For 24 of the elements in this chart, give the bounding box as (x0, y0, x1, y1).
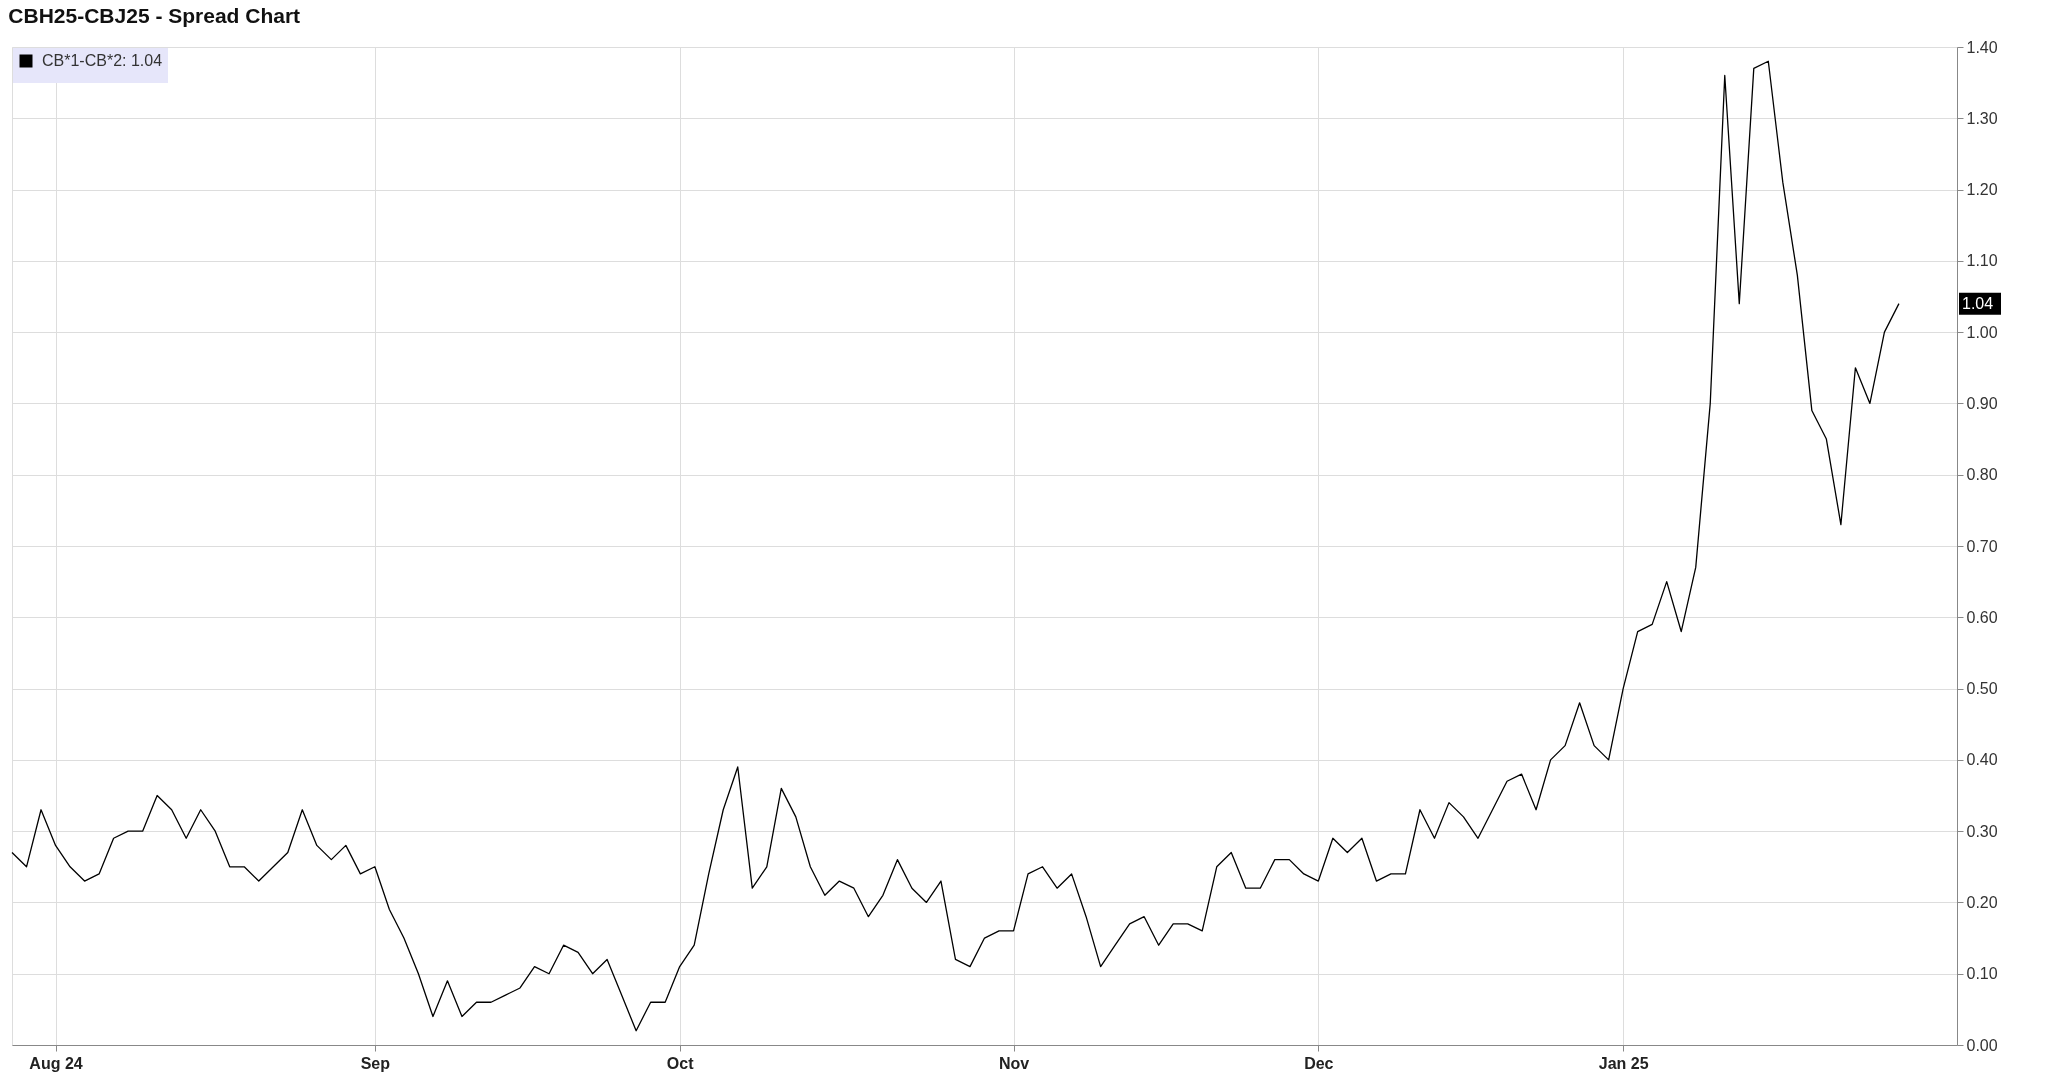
x-tick-label: Aug 24 (29, 1054, 83, 1072)
y-tick-label: 0.80 (1966, 466, 1998, 484)
x-tick-label: Dec (1304, 1054, 1334, 1072)
y-tick-label: 1.40 (1966, 38, 1998, 56)
y-tick-label: 1.30 (1966, 109, 1998, 127)
y-tick-label: 0.40 (1966, 751, 1998, 769)
y-tick-label: 0.20 (1966, 893, 1998, 911)
y-tick-label: 0.60 (1966, 608, 1998, 626)
legend-label: CB*1-CB*2: 1.04 (42, 52, 163, 69)
chart-title: CBH25-CBJ25 - Spread Chart (8, 4, 301, 27)
y-tick-label: 0.70 (1966, 537, 1998, 555)
y-tick-label: 0.30 (1966, 822, 1998, 840)
y-tick-label: 0.50 (1966, 680, 1998, 698)
x-tick-label: Jan 25 (1598, 1054, 1649, 1072)
y-tick-label: 0.90 (1966, 394, 1998, 412)
x-tick-label: Nov (998, 1054, 1030, 1072)
y-tick-label: 0.10 (1966, 965, 1998, 983)
text: 1.04 (1962, 294, 1994, 312)
y-tick-label: 1.00 (1966, 323, 1998, 341)
x-tick-label: Oct (666, 1054, 695, 1072)
y-tick-label: 0.00 (1966, 1036, 1998, 1054)
y-tick-label: 1.10 (1966, 252, 1998, 270)
y-tick-label: 1.20 (1966, 181, 1998, 199)
x-tick-label: Sep (360, 1054, 391, 1072)
